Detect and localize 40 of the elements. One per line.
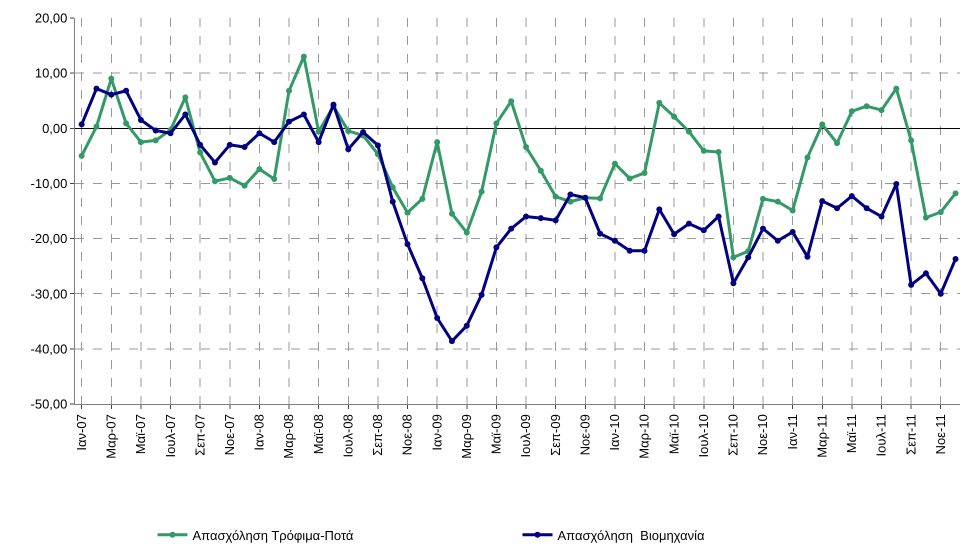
x-tick-label: Μαϊ-07 — [133, 414, 148, 454]
x-tick-label: Σεπ-11 — [903, 414, 918, 455]
legend-label: Απασχόληση Βιομηχανία — [558, 528, 706, 543]
x-tick-label: Ιουλ-08 — [340, 414, 356, 458]
x-tick-label: Σεπ-10 — [726, 414, 741, 456]
y-tick-label: -40,00 — [30, 341, 68, 356]
legend-label: Απασχόληση Τρόφιμα-Ποτά — [192, 528, 354, 543]
x-tick-label: Μαϊ-10 — [666, 414, 682, 454]
x-tick-label: Ιαν-09 — [429, 414, 444, 451]
y-tick-label: -20,00 — [30, 231, 68, 246]
x-tick-label: Μαϊ-09 — [488, 414, 504, 454]
x-tick-label: Ιαν-10 — [607, 414, 622, 451]
x-tick-label: Ιαν-07 — [74, 414, 89, 451]
y-tick-label: 0,00 — [42, 120, 68, 136]
x-tick-label: Σεπ-09 — [548, 414, 563, 456]
y-tick-label: 10,00 — [34, 66, 68, 81]
x-tick-label: Ιουλ-09 — [518, 414, 534, 458]
x-tick-label: Νοε-09 — [577, 414, 592, 456]
x-tick-label: Μαρ-11 — [814, 414, 830, 458]
x-tick-label: Ιουλ-07 — [162, 414, 178, 458]
x-tick-label: Νοε-11 — [932, 414, 948, 454]
x-tick-label: Μαρ-10 — [636, 414, 652, 459]
x-tick-label: Μαϊ-11 — [844, 414, 860, 454]
y-tick-label: -10,00 — [30, 176, 68, 191]
x-tick-label: Σεπ-07 — [192, 414, 208, 456]
x-tick-label: Ιουλ-10 — [696, 414, 711, 458]
x-tick-label: Ιουλ-11 — [874, 414, 889, 456]
x-tick-label: Νοε-07 — [222, 414, 238, 456]
x-tick-label: Μαρ-08 — [281, 414, 296, 459]
y-tick-label: -50,00 — [30, 396, 68, 412]
x-tick-label: Μαρ-07 — [104, 414, 119, 459]
y-tick-label: 20,00 — [34, 10, 68, 26]
y-tick-label: -30,00 — [30, 286, 68, 302]
x-tick-label: Σεπ-08 — [370, 414, 386, 456]
x-tick-label: Μαρ-09 — [458, 414, 474, 459]
x-tick-label: Ιαν-11 — [784, 414, 800, 450]
x-tick-label: Ιαν-08 — [252, 414, 267, 451]
x-tick-label: Νοε-08 — [400, 414, 415, 456]
x-tick-label: Νοε-10 — [755, 414, 770, 456]
x-tick-label: Μαϊ-08 — [310, 414, 326, 454]
